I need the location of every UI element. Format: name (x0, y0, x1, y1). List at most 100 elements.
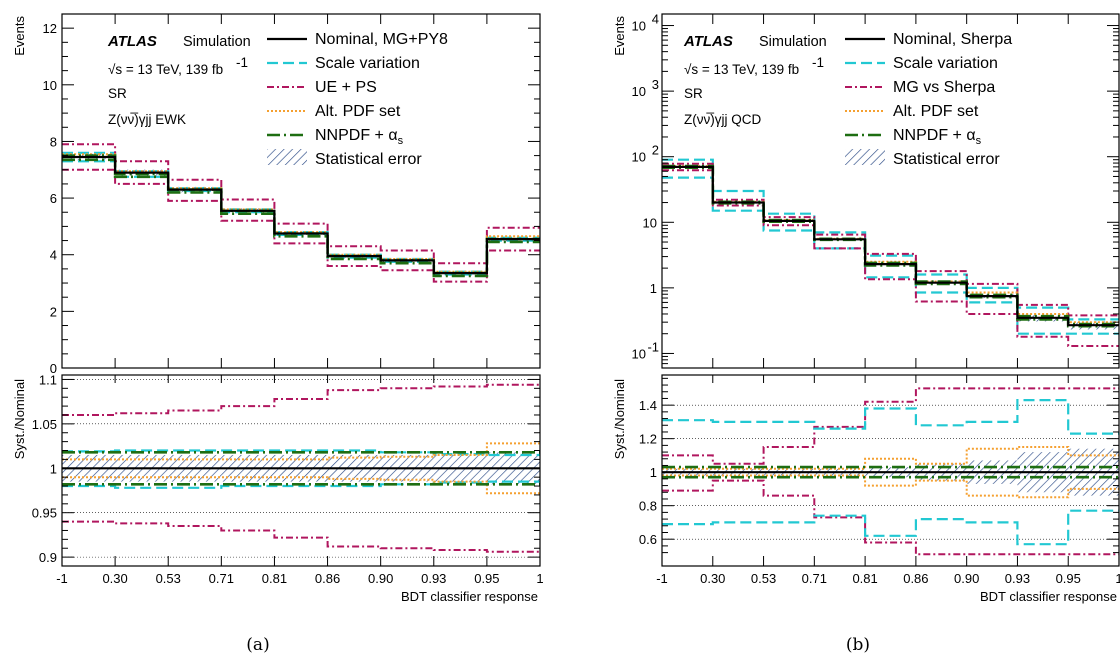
ratio-y-tick-label: 1 (650, 465, 657, 480)
ratio-y-tick-label: 0.6 (639, 532, 657, 547)
x-tick-label: 0.71 (802, 571, 827, 586)
ratio-line-ue_ps (62, 383, 540, 416)
ratio-y-axis-label: Syst./Nominal (612, 379, 627, 459)
ratio-y-tick-label: 1.05 (32, 417, 57, 432)
x-tick-label: 0.30 (102, 571, 127, 586)
y-tick-label: 10 (632, 150, 646, 165)
ratio-line-scale (662, 399, 1119, 435)
x-tick-label: 0.86 (315, 571, 340, 586)
x-tick-label: 0.90 (368, 571, 393, 586)
y-tick-label: 10 (643, 215, 657, 230)
x-tick-label: 0.95 (1056, 571, 1081, 586)
x-tick-label: 0.81 (262, 571, 287, 586)
legend-label-stat: Statistical error (315, 151, 422, 168)
legend-label-nominal: Nominal, Sherpa (893, 31, 1012, 48)
series-line-scale (62, 151, 540, 273)
legend-label-scale: Scale variation (893, 55, 998, 72)
simulation-label: Simulation (183, 34, 251, 50)
legend-label-nnpdf: NNPDF + αs (315, 127, 404, 147)
legend-label-alt_pdf: Alt. PDF set (893, 103, 979, 120)
y-tick-label: 12 (43, 21, 57, 36)
energy-lumi-label: √s = 13 TeV, 139 fb (684, 62, 799, 77)
ratio-y-tick-label: 0.8 (639, 499, 657, 514)
process-label: Z(νν̅)γjj EWK (108, 112, 186, 127)
y-tick-label-exponent: 2 (652, 143, 659, 158)
y-axis-label: Events (612, 16, 627, 56)
ratio-line-alt_pdf (662, 446, 1119, 470)
x-tick-label: -1 (56, 571, 68, 586)
y-tick-label: 8 (50, 134, 57, 149)
x-tick-label: 0.53 (156, 571, 181, 586)
legend-label-alt_pdf: Alt. PDF set (315, 103, 401, 120)
x-tick-label: 0.95 (474, 571, 499, 586)
y-tick-label: 10 (632, 19, 646, 34)
y-tick-label-exponent: 3 (652, 77, 659, 92)
ratio-y-tick-label: 1 (50, 461, 57, 476)
legend-label-nominal: Nominal, MG+PY8 (315, 31, 448, 48)
x-tick-label: -1 (656, 571, 668, 586)
series-line-nominal (662, 165, 1119, 327)
caption-a: (a) (246, 635, 269, 655)
ratio-line-alt_pdf (62, 476, 540, 495)
energy-lumi-exponent: -1 (236, 55, 248, 70)
y-tick-label: 0 (50, 361, 57, 376)
ratio-y-tick-label: 1.4 (639, 398, 657, 413)
y-tick-label: 2 (50, 304, 57, 319)
series-line-nnpdf-down (662, 166, 1119, 328)
energy-lumi-exponent: -1 (812, 55, 824, 70)
region-label: SR (684, 86, 703, 101)
x-tick-label: 0.93 (1005, 571, 1030, 586)
ratio-line-alt_pdf (62, 442, 540, 461)
series-line-ue_ps-down (662, 169, 1119, 347)
legend-label-ue_ps: MG vs Sherpa (893, 79, 995, 96)
atlas-label: ATLAS (683, 33, 733, 50)
series-line-scale (662, 158, 1119, 321)
atlas-label: ATLAS (107, 33, 157, 50)
ratio-line-scale (662, 509, 1119, 546)
series-line-ue_ps (62, 143, 540, 265)
ratio-y-tick-label: 1.1 (39, 372, 57, 387)
ratio-line-alt_pdf (662, 474, 1119, 499)
x-axis-label: BDT classifier response (980, 589, 1117, 604)
region-label: SR (108, 86, 127, 101)
series-line-alt_pdf (62, 153, 540, 273)
legend-label-nnpdf: NNPDF + αs (893, 127, 982, 147)
ratio-line-ue_ps (62, 520, 540, 553)
legend-label-scale: Scale variation (315, 55, 420, 72)
x-tick-label: 0.71 (209, 571, 234, 586)
ratio-y-tick-label: 0.95 (32, 506, 57, 521)
series-line-nominal (62, 155, 540, 275)
x-tick-label: 1 (536, 571, 543, 586)
x-axis-label: BDT classifier response (401, 589, 538, 604)
energy-lumi-label: √s = 13 TeV, 139 fb (108, 62, 223, 77)
x-tick-label: 0.81 (852, 571, 877, 586)
caption-b: (b) (846, 635, 870, 655)
x-tick-label: 0.53 (751, 571, 776, 586)
x-tick-label: 1 (1115, 571, 1120, 586)
legend-label-ue_ps: UE + PS (315, 79, 377, 96)
ratio-y-tick-label: 0.9 (39, 550, 57, 565)
y-tick-label: 4 (50, 248, 57, 263)
ratio-plot-frame (661, 374, 1120, 567)
x-tick-label: 0.30 (700, 571, 725, 586)
x-tick-label: 0.90 (954, 571, 979, 586)
series-line-nnpdf-down (62, 158, 540, 278)
ratio-line-ue_ps (662, 387, 1119, 465)
series-line-nnpdf (662, 164, 1119, 326)
top-plot-frame (61, 13, 541, 369)
y-tick-label: 1 (650, 281, 657, 296)
x-tick-label: 0.86 (903, 571, 928, 586)
ratio-y-tick-label: 1.2 (639, 432, 657, 447)
x-tick-label: 0.93 (421, 571, 446, 586)
legend-label-stat: Statistical error (893, 151, 1000, 168)
series-line-ue_ps (662, 162, 1119, 317)
y-tick-label-exponent: 4 (652, 12, 659, 27)
legend-swatch-stat (845, 149, 885, 165)
series-line-ue_ps-down (62, 168, 540, 283)
y-axis-label: Events (12, 16, 27, 56)
series-line-alt_pdf (662, 165, 1119, 324)
